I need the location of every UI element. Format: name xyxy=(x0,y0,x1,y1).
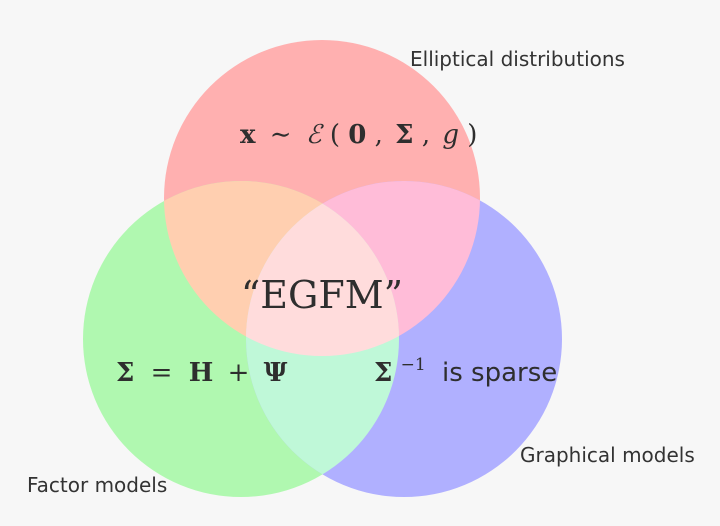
graphical-exponent: −1 xyxy=(401,355,426,375)
factor-sigma: Σ xyxy=(116,358,134,388)
graphical-formula: Σ −1 is sparse xyxy=(374,347,557,388)
factor-h: H xyxy=(189,358,214,388)
formula-script-e: ℰ xyxy=(306,120,324,150)
formula-g: g xyxy=(442,120,459,150)
formula-sim: ∼ xyxy=(270,120,292,150)
formula-zero: 0 xyxy=(348,120,366,150)
factor-formula: Σ = H + Ψ xyxy=(116,358,288,388)
elliptical-distributions-label: Elliptical distributions xyxy=(410,47,625,71)
factor-plus: + xyxy=(228,358,250,388)
center-label-egfm: “EGFM” xyxy=(241,273,403,317)
factor-psi: Ψ xyxy=(264,358,288,388)
formula-x: x xyxy=(240,120,256,150)
elliptical-formula: x ∼ ℰ ( 0 , Σ , g ) xyxy=(240,120,477,150)
formula-close-paren: ) xyxy=(467,120,477,150)
graphical-sigma: Σ xyxy=(374,358,392,388)
graphical-sparse-text: is sparse xyxy=(442,358,557,388)
factor-equals: = xyxy=(151,358,173,388)
graphical-models-label: Graphical models xyxy=(520,443,695,467)
formula-comma-1: , xyxy=(375,120,383,150)
formula-sigma: Σ xyxy=(395,120,413,150)
formula-comma-2: , xyxy=(422,120,430,150)
triple-overlap xyxy=(246,181,399,356)
formula-open-paren: ( xyxy=(330,120,340,150)
factor-models-label: Factor models xyxy=(27,473,167,497)
